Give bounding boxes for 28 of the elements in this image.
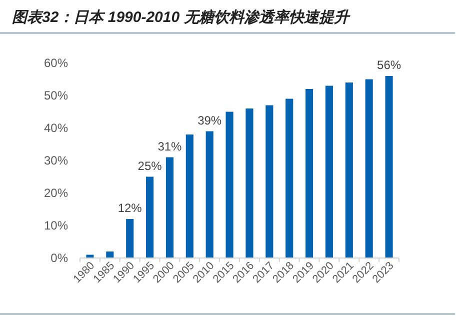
bar xyxy=(365,79,373,258)
bar xyxy=(325,86,334,258)
data-label: 39% xyxy=(198,113,222,128)
data-label: 56% xyxy=(377,58,402,72)
bar xyxy=(226,112,234,258)
y-tick-label: 10% xyxy=(44,218,68,232)
bar xyxy=(385,76,393,258)
bar xyxy=(266,105,274,258)
bar xyxy=(345,82,353,258)
bar xyxy=(286,98,294,258)
y-tick-label: 50% xyxy=(44,88,68,102)
bar xyxy=(246,108,254,258)
y-tick-label: 30% xyxy=(44,153,68,168)
y-tick-label: 40% xyxy=(44,120,68,135)
bar xyxy=(166,157,174,258)
y-tick-label: 0% xyxy=(50,250,68,265)
bar xyxy=(146,176,154,258)
bar xyxy=(186,134,194,258)
data-label: 25% xyxy=(138,158,162,173)
y-tick-label: 20% xyxy=(44,186,68,200)
bar xyxy=(106,252,114,258)
bar xyxy=(206,131,214,258)
bar xyxy=(126,219,134,258)
data-label: 31% xyxy=(158,139,182,154)
bar xyxy=(305,89,314,258)
data-label: 12% xyxy=(118,201,142,215)
y-tick-label: 60% xyxy=(44,56,68,70)
chart-title: 图表32：日本 1990-2010 无糖饮料渗透率快速提升 xyxy=(12,8,351,26)
